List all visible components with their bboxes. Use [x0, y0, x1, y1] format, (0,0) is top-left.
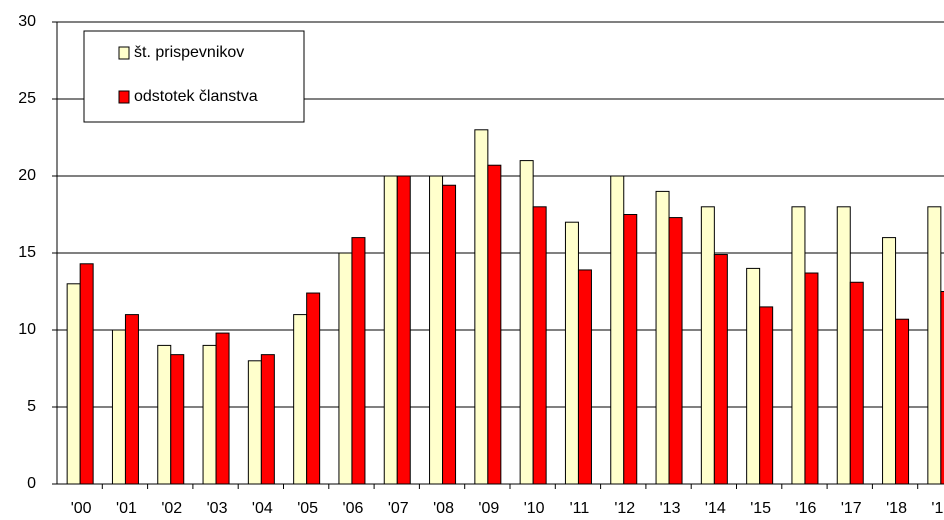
- bar: [111, 329, 126, 485]
- bar: [306, 292, 321, 485]
- x-tick-label: '16: [796, 500, 817, 517]
- x-tick-label: '07: [388, 500, 409, 517]
- x-tick-label: '12: [614, 500, 635, 517]
- bar: [700, 206, 715, 485]
- bar: [895, 318, 910, 485]
- x-tick-label: '10: [524, 500, 545, 517]
- x-tick-label: '05: [297, 500, 318, 517]
- x-tick-label: '00: [71, 500, 92, 517]
- bar: [124, 314, 139, 485]
- x-tick-label: '18: [886, 500, 907, 517]
- y-tick-label: 25: [18, 90, 36, 107]
- y-tick-label: 10: [18, 321, 36, 338]
- bar: [927, 206, 942, 485]
- bar: [791, 206, 806, 485]
- bar: [338, 252, 353, 485]
- x-tick-label: '09: [478, 500, 499, 517]
- x-tick-label: '14: [705, 500, 726, 517]
- bar: [577, 269, 592, 485]
- legend-label: odstotek članstva: [134, 88, 258, 105]
- bar: [836, 206, 851, 485]
- x-tick-label: '11: [570, 500, 590, 517]
- x-tick-label: '01: [116, 500, 137, 517]
- bar: [260, 354, 275, 485]
- bar: [202, 344, 217, 485]
- x-tick-label: '06: [343, 500, 364, 517]
- y-tick-label: 0: [27, 475, 36, 492]
- y-tick-label: 15: [18, 244, 36, 261]
- bar: [170, 354, 185, 485]
- bar: [746, 267, 761, 485]
- bar: [215, 332, 230, 485]
- bar: [429, 175, 444, 485]
- bar: [759, 306, 774, 485]
- x-tick-label: '19: [931, 500, 944, 517]
- bar: [79, 263, 94, 485]
- bar: [519, 160, 534, 485]
- x-tick-label: '13: [660, 500, 681, 517]
- x-tick-label: '08: [433, 500, 454, 517]
- bar: [564, 221, 579, 485]
- bar: [668, 217, 683, 485]
- bar: [532, 206, 547, 485]
- x-tick-label: '04: [252, 500, 273, 517]
- bar: [623, 214, 638, 485]
- x-tick-label: '17: [841, 500, 862, 517]
- bar: [293, 314, 308, 485]
- bar: [474, 129, 489, 485]
- y-tick-label: 30: [18, 13, 36, 30]
- bar: [882, 237, 897, 485]
- x-tick-label: '02: [161, 500, 182, 517]
- legend-label: št. prispevnikov: [134, 44, 244, 61]
- bar: [442, 184, 457, 485]
- bar: [849, 281, 864, 485]
- legend-box: [83, 30, 305, 123]
- bar: [655, 190, 670, 485]
- bar: [383, 175, 398, 485]
- bar: [804, 272, 819, 485]
- bar: [396, 175, 411, 485]
- y-tick-label: 5: [27, 398, 36, 415]
- legend-swatch: [118, 46, 130, 60]
- bar: [66, 283, 81, 485]
- bar: [157, 344, 172, 485]
- bar: [351, 237, 366, 485]
- x-tick-label: '03: [207, 500, 228, 517]
- bar: [487, 164, 502, 485]
- x-tick-label: '15: [750, 500, 771, 517]
- y-tick-label: 20: [18, 167, 36, 184]
- bar: [247, 360, 262, 485]
- legend-swatch: [118, 90, 130, 104]
- bar: [940, 291, 944, 485]
- bar: [713, 254, 728, 485]
- bar: [610, 175, 625, 485]
